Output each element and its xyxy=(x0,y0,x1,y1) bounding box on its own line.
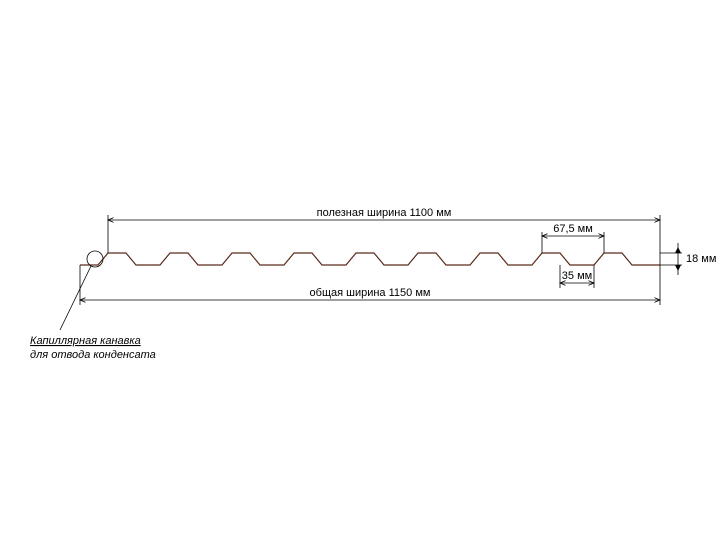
dim-top-label: 35 мм xyxy=(562,270,592,282)
profile-path xyxy=(80,253,660,265)
annotation-line2: для отвода конденсата xyxy=(30,349,156,361)
dim-total-label: общая ширина 1150 мм xyxy=(310,287,431,299)
dim-pitch-label: 67,5 мм xyxy=(553,223,593,235)
dim-height-label: 18 мм xyxy=(686,253,716,265)
groove-leader xyxy=(60,266,91,330)
dim-useful-label: полезная ширина 1100 мм xyxy=(317,207,452,219)
profile-diagram: полезная ширина 1100 мм общая ширина 115… xyxy=(0,0,720,540)
annotation-line1: Капиллярная канавка xyxy=(30,335,141,347)
